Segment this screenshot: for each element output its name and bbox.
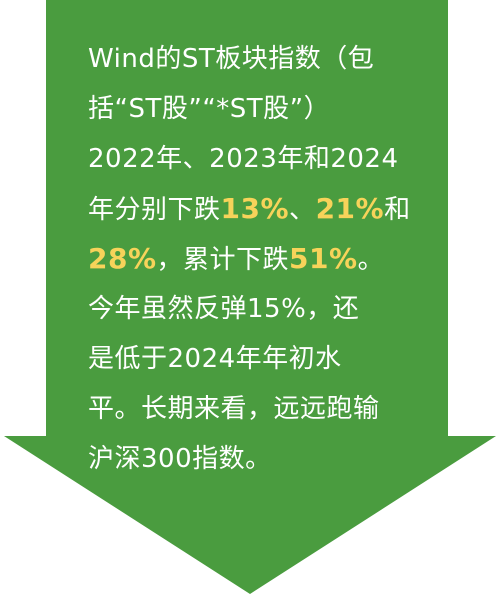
text-segment: 、 xyxy=(289,195,316,225)
text-line-4: 年分别下跌13%、21%和 xyxy=(88,184,418,234)
text-segment: 。 xyxy=(357,245,385,275)
text-line-9: 沪深300指数。 xyxy=(88,434,418,484)
text-line-5: 28%，累计下跌51%。 xyxy=(88,234,418,284)
highlight-figure: 13% xyxy=(220,192,290,225)
text-line-3: 2022年、2023年和2024 xyxy=(88,134,418,184)
text-segment: ，累计下跌 xyxy=(156,245,290,275)
text-segment: 括“ST股”“*ST股”） xyxy=(88,94,331,124)
text-segment: Wind的ST板块指数（包 xyxy=(88,44,375,74)
text-segment: 平。长期来看，远远跑输 xyxy=(88,394,380,424)
highlight-figure: 21% xyxy=(315,192,385,225)
text-segment: 沪深300指数。 xyxy=(88,444,272,474)
text-segment: 和 xyxy=(384,195,411,225)
text-line-1: Wind的ST板块指数（包 xyxy=(88,34,418,84)
text-line-8: 平。长期来看，远远跑输 xyxy=(88,384,418,434)
paragraph-text: Wind的ST板块指数（包 括“ST股”“*ST股”） 2022年、2023年和… xyxy=(88,34,418,484)
text-segment: 今年虽然反弹15%，还 xyxy=(88,294,360,324)
text-segment: 2022年、2023年和2024 xyxy=(88,144,399,174)
highlight-figure: 51% xyxy=(289,242,358,275)
highlight-figure: 28% xyxy=(88,242,157,275)
text-segment: 是低于2024年年初水 xyxy=(88,344,342,374)
text-line-6: 今年虽然反弹15%，还 xyxy=(88,284,418,334)
text-line-2: 括“ST股”“*ST股”） xyxy=(88,84,418,134)
text-line-7: 是低于2024年年初水 xyxy=(88,334,418,384)
text-segment: 年分别下跌 xyxy=(88,195,221,225)
